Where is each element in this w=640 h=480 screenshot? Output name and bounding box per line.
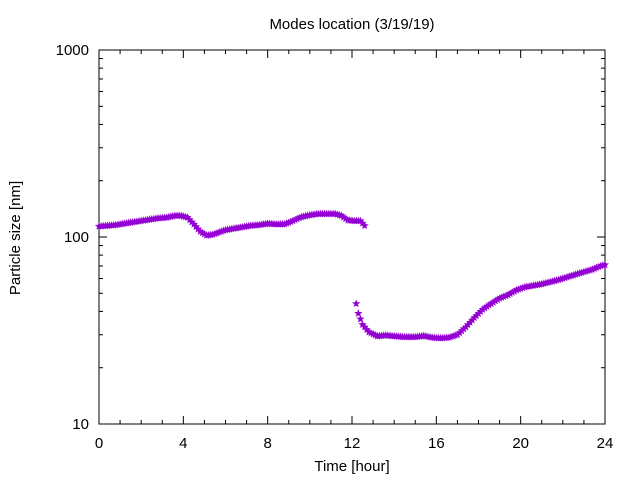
x-tick-label: 24 [597, 435, 614, 452]
data-point [600, 260, 610, 269]
y-tick-label: 1000 [56, 42, 89, 59]
data-point [354, 309, 363, 317]
x-tick-label: 12 [344, 435, 361, 452]
plot-border [98, 49, 606, 425]
x-tick-label: 4 [179, 435, 187, 452]
x-axis: 0 4 8 12 16 20 24 [95, 50, 614, 452]
data-point [356, 314, 365, 323]
x-tick-label: 20 [512, 435, 529, 452]
series-2 [352, 260, 610, 342]
x-axis-title: Time [hour] [314, 458, 389, 475]
plot-frame [98, 49, 606, 425]
x-tick-label: 8 [263, 435, 271, 452]
x-tick-label: 16 [428, 435, 445, 452]
chart-title: Modes location (3/19/19) [269, 16, 434, 33]
y-tick-label: 10 [72, 416, 89, 433]
y-tick-label: 100 [64, 229, 89, 246]
data-points [94, 209, 610, 342]
data-point [360, 221, 369, 230]
y-axis-title: Particle size [nm] [7, 181, 24, 295]
y-axis: 10 100 1000 [56, 42, 605, 433]
x-tick-label: 0 [95, 435, 103, 452]
data-point [352, 299, 361, 308]
series-1 [94, 209, 369, 239]
